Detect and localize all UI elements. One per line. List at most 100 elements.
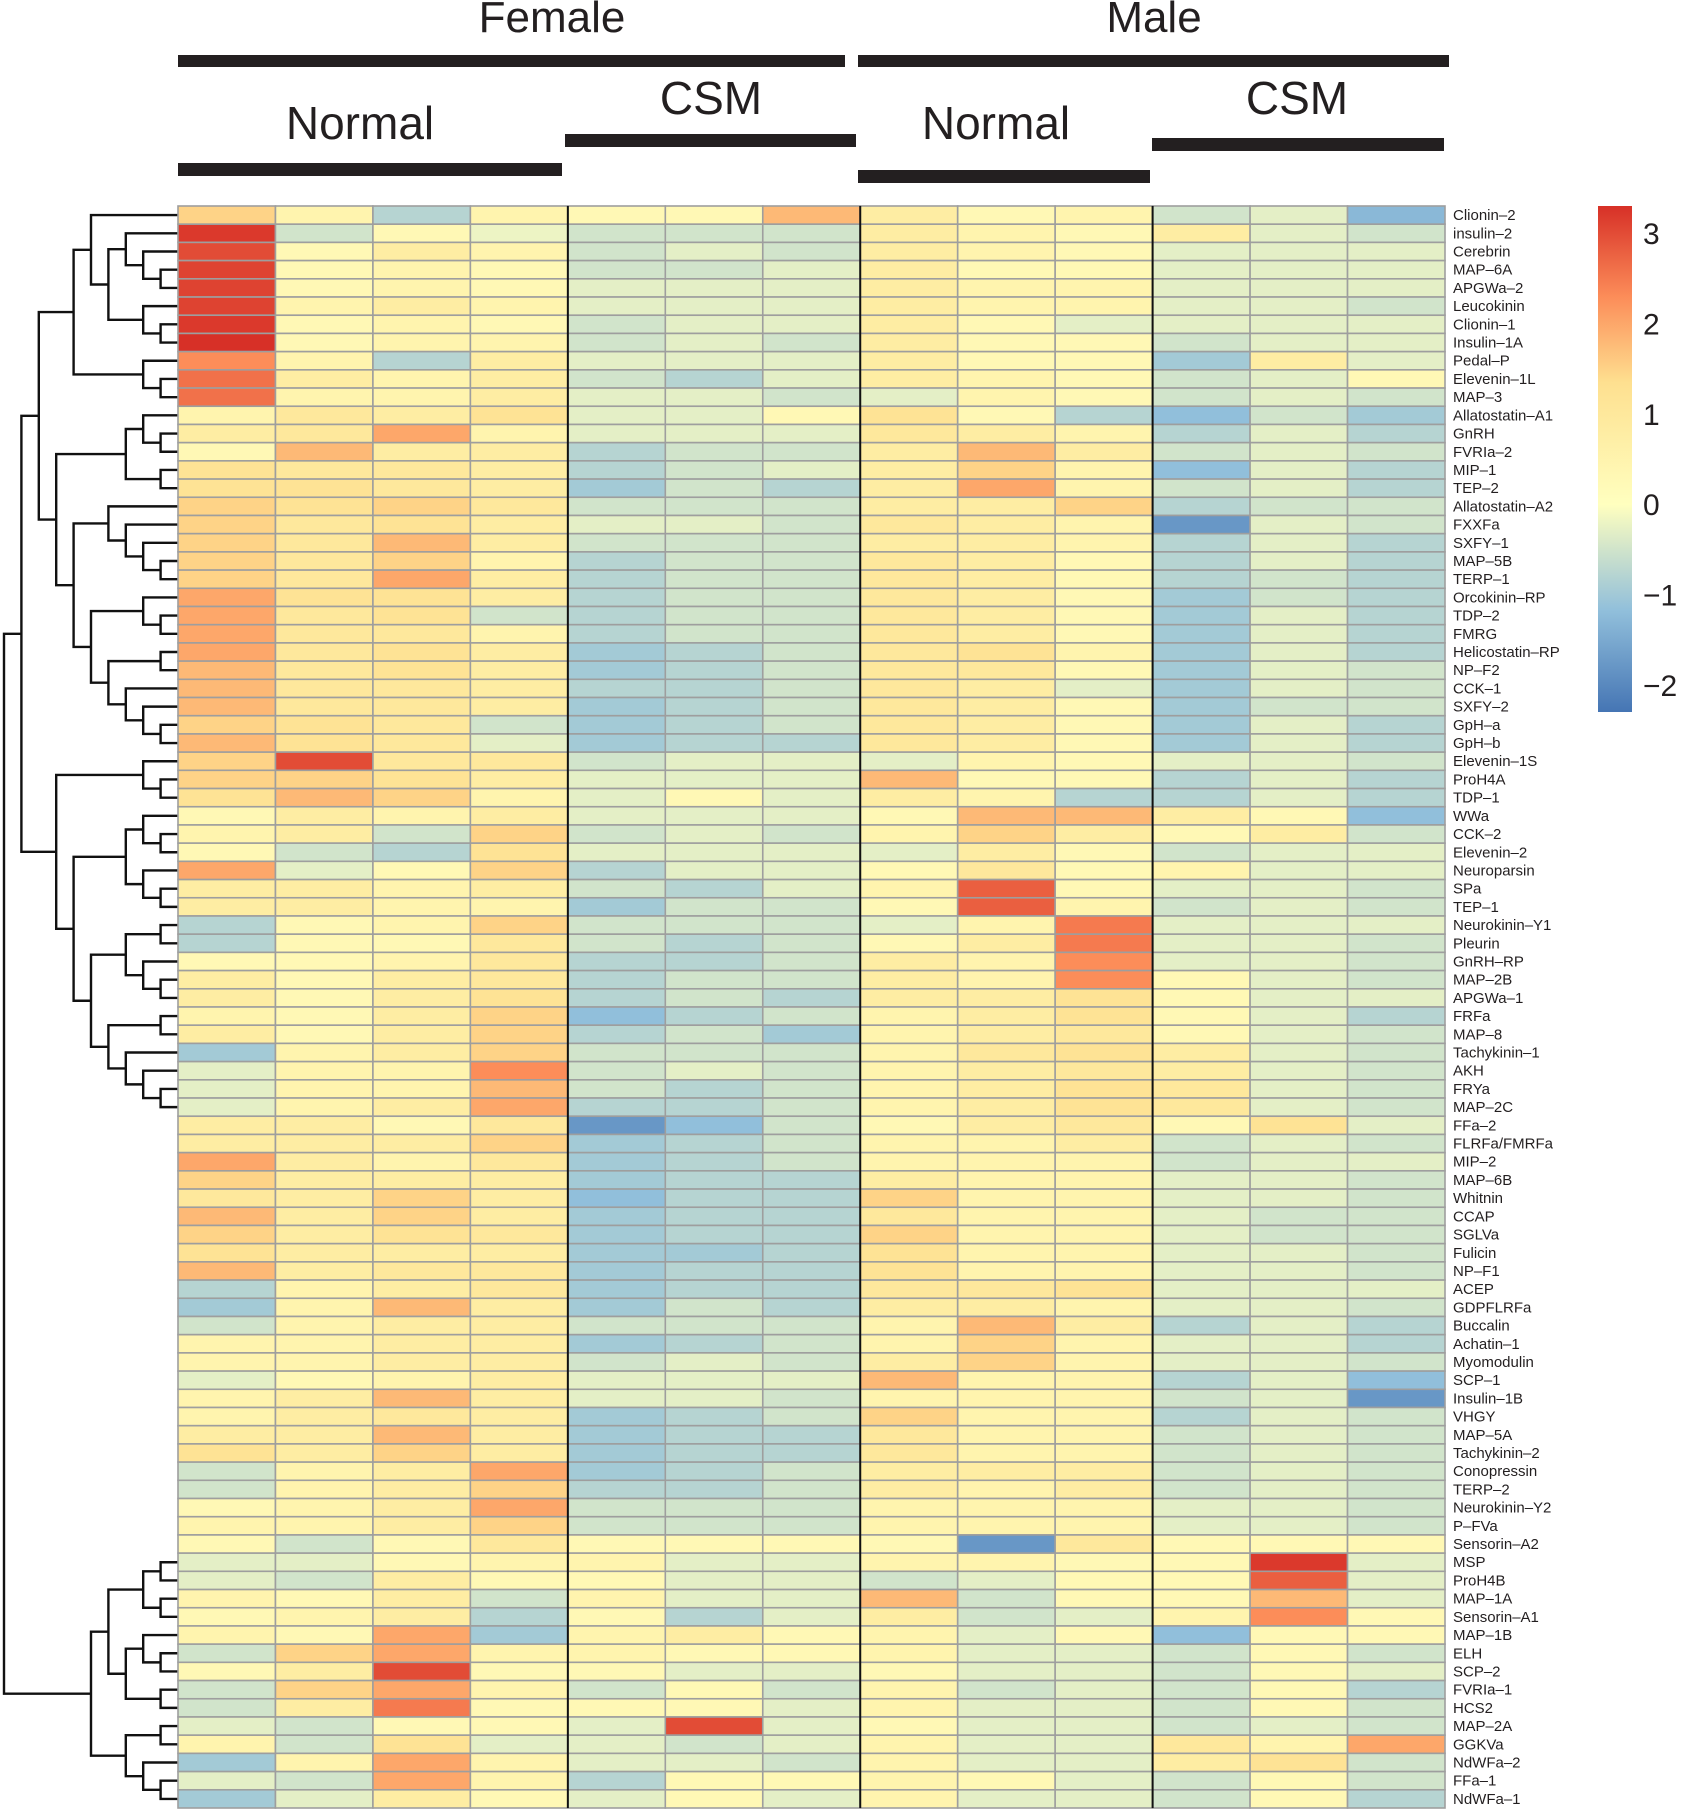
row-label: Fulicin: [1453, 1245, 1496, 1262]
heatmap-cell: [567, 1333, 667, 1354]
heatmap-cell: [567, 1006, 667, 1027]
heatmap-cell: [956, 1479, 1056, 1500]
heatmap-cell: [372, 1352, 472, 1372]
heatmap-cell: [1249, 951, 1349, 972]
heatmap-cell: [1054, 1424, 1154, 1445]
heatmap-cell: [372, 514, 472, 535]
heatmap-cell: [177, 1279, 277, 1300]
heatmap-cell: [1249, 1133, 1349, 1154]
heatmap-cell: [177, 1697, 277, 1718]
heatmap-cell: [469, 1297, 569, 1318]
heatmap-cell: [469, 569, 569, 590]
heatmap-cell: [664, 1370, 764, 1391]
heatmap-cell: [1249, 1079, 1349, 1099]
heatmap-cell: [761, 1261, 862, 1281]
heatmap-cell: [859, 1789, 959, 1809]
row-label: SPa: [1453, 881, 1482, 898]
heatmap-cell: [761, 1606, 862, 1627]
heatmap-cell: [859, 878, 959, 899]
heatmap-cell: [274, 1661, 374, 1682]
heatmap-cell: [1346, 1734, 1446, 1755]
heatmap-cell: [664, 1406, 764, 1427]
heatmap-cell: [761, 660, 862, 681]
dendrogram-branch: [159, 1087, 178, 1109]
heatmap-cell: [1346, 1079, 1446, 1099]
heatmap-cell: [469, 1443, 569, 1463]
heatmap-cell: [1151, 1697, 1251, 1718]
heatmap-cell: [274, 478, 374, 499]
heatmap-cell: [664, 1588, 764, 1609]
heatmap-cell: [372, 1424, 472, 1445]
heatmap-cell: [859, 369, 959, 389]
heatmap-cell: [956, 1170, 1056, 1190]
heatmap-cell: [567, 496, 667, 517]
heatmap-cell: [1346, 733, 1446, 753]
heatmap-cell: [469, 1170, 569, 1190]
heatmap-cell: [859, 551, 959, 571]
heatmap-cell: [956, 678, 1056, 699]
heatmap-cell: [1151, 1515, 1251, 1536]
heatmap-cell: [1054, 878, 1154, 899]
heatmap-cell: [274, 1242, 374, 1263]
heatmap-cell: [956, 1643, 1056, 1664]
heatmap-cell: [274, 460, 374, 480]
heatmap-cell: [761, 842, 862, 863]
heatmap-cell: [274, 332, 374, 353]
row-label: ProH4A: [1453, 771, 1506, 788]
heatmap-cell: [567, 842, 667, 863]
heatmap-cell: [859, 241, 959, 262]
heatmap-cell: [1346, 1242, 1446, 1263]
heatmap-cell: [469, 1388, 569, 1409]
heatmap-cell: [664, 441, 764, 462]
heatmap-cell: [956, 1570, 1056, 1591]
heatmap-cell: [274, 1461, 374, 1482]
heatmap-cell: [469, 478, 569, 499]
heatmap-cell: [664, 1570, 764, 1591]
heatmap-cell: [1346, 423, 1446, 444]
heatmap-cell: [664, 1716, 764, 1736]
heatmap-cell: [761, 1242, 862, 1263]
heatmap-cell: [469, 1024, 569, 1045]
heatmap-cell: [1151, 1443, 1251, 1463]
heatmap-cell: [469, 532, 569, 553]
heatmap-cell: [859, 1606, 959, 1627]
heatmap-cell: [1054, 1570, 1154, 1591]
heatmap-cell: [1054, 441, 1154, 462]
row-label: ELH: [1453, 1645, 1482, 1662]
heatmap-cell: [177, 642, 277, 662]
heatmap-cell: [274, 1370, 374, 1391]
heatmap-cell: [956, 1333, 1056, 1354]
heatmap-cell: [177, 1534, 277, 1554]
row-label: Tachykinin–1: [1453, 1045, 1540, 1062]
heatmap-cell: [372, 387, 472, 408]
heatmap-cell: [1249, 1770, 1349, 1791]
heatmap-cell: [1054, 1789, 1154, 1809]
heatmap-cell: [956, 296, 1056, 317]
heatmap-cell: [177, 1388, 277, 1409]
heatmap-cell: [761, 1188, 862, 1209]
heatmap-cell: [1249, 259, 1349, 280]
heatmap-cell: [274, 660, 374, 681]
heatmap-cell: [859, 1170, 959, 1190]
heatmap-cell: [956, 623, 1056, 644]
heatmap-cell: [469, 1643, 569, 1664]
heatmap-cell: [372, 1515, 472, 1536]
heatmap-cell: [859, 1206, 959, 1227]
dendrogram-branch: [124, 232, 178, 267]
heatmap-cell: [956, 951, 1056, 972]
heatmap-cell: [956, 787, 1056, 808]
row-label: Insulin–1B: [1453, 1390, 1523, 1407]
heatmap-cell: [956, 1097, 1056, 1118]
heatmap-cell: [372, 751, 472, 772]
heatmap-cell: [1249, 1352, 1349, 1372]
heatmap-cell: [1054, 569, 1154, 590]
heatmap-cell: [567, 350, 667, 371]
heatmap-cell: [1054, 423, 1154, 444]
heatmap-cell: [664, 259, 764, 280]
heatmap-cell: [1249, 1170, 1349, 1190]
heatmap-cell: [1249, 1497, 1349, 1518]
heatmap-cell: [372, 1734, 472, 1755]
heatmap-cell: [664, 1643, 764, 1664]
heatmap-cell: [956, 1679, 1056, 1700]
heatmap-cell: [567, 1552, 667, 1573]
